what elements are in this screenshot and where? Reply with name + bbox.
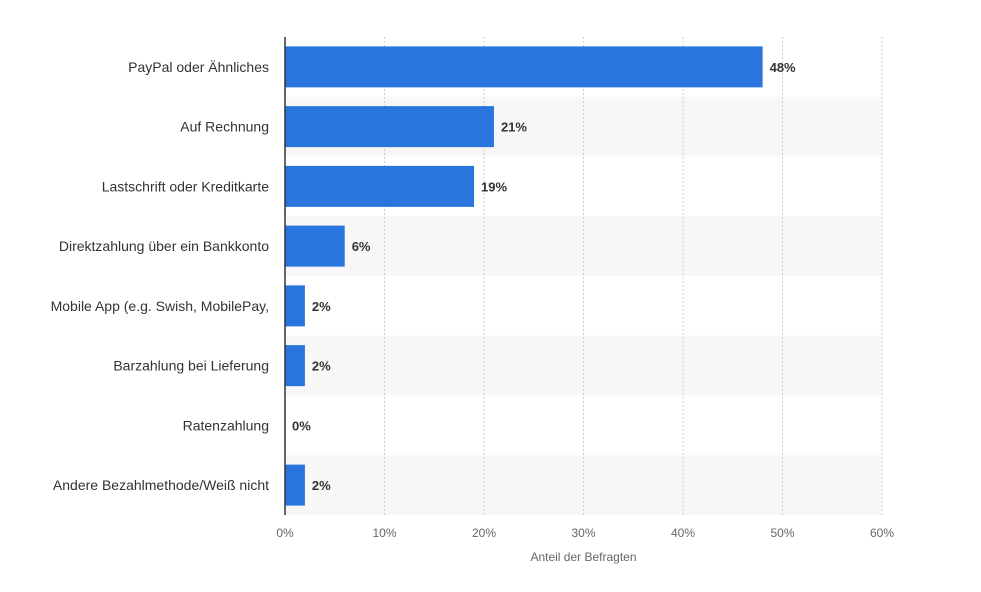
x-tick-label: 40% (671, 526, 695, 540)
bar (285, 464, 305, 506)
bar (285, 46, 763, 88)
x-tick-label: 10% (372, 526, 396, 540)
category-label: Andere Bezahlmethode/Weiß nicht (53, 477, 269, 493)
value-label: 2% (312, 299, 331, 314)
bar (285, 225, 345, 267)
category-label: Lastschrift oder Kreditkarte (102, 178, 270, 194)
value-label: 6% (352, 239, 371, 254)
x-tick-label: 20% (472, 526, 496, 540)
bars (285, 46, 763, 506)
value-label: 48% (770, 60, 796, 75)
category-label: Auf Rechnung (180, 119, 269, 135)
category-label: Barzahlung bei Lieferung (113, 358, 269, 374)
category-label: Mobile App (e.g. Swish, MobilePay, (51, 298, 269, 314)
category-labels: PayPal oder Ähnliches Auf Rechnung Lastsch… (51, 59, 270, 493)
category-label: Ratenzahlung (183, 417, 269, 433)
x-tick-label: 50% (770, 526, 794, 540)
bar (285, 285, 305, 327)
category-label: PayPal oder Ähnliches (128, 59, 269, 75)
value-label: 21% (501, 120, 527, 135)
x-tick-label: 60% (870, 526, 894, 540)
bar (285, 106, 494, 148)
value-label: 0% (292, 418, 311, 433)
value-label: 2% (312, 359, 331, 374)
bar (285, 165, 475, 207)
category-label: Direktzahlung über ein Bankkonto (59, 238, 269, 254)
value-label: 19% (481, 179, 507, 194)
x-tick-label: 30% (571, 526, 595, 540)
x-tick-labels: 0% 10% 20% 30% 40% 50% 60% (276, 526, 894, 540)
value-label: 2% (312, 478, 331, 493)
bar (285, 345, 305, 387)
value-labels: 48% 21% 19% 6% 2% 2% 0% 2% (292, 60, 796, 493)
x-tick-label: 0% (276, 526, 294, 540)
x-axis-title: Anteil der Befragten (530, 550, 636, 564)
